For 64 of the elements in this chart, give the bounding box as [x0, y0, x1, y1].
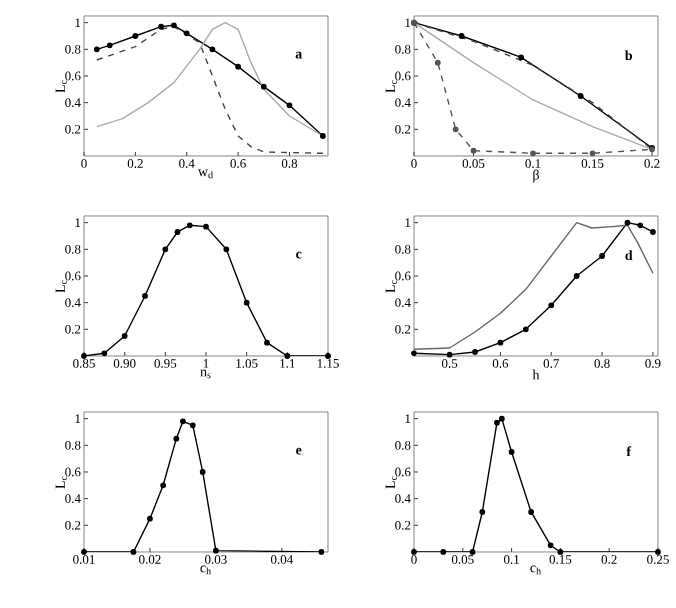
point	[160, 482, 167, 489]
point	[624, 219, 631, 226]
point	[446, 351, 453, 358]
point	[470, 147, 477, 154]
point	[411, 549, 417, 555]
point	[547, 542, 554, 549]
point	[452, 126, 459, 133]
point	[235, 63, 241, 70]
point	[243, 299, 250, 306]
point	[171, 22, 177, 29]
point	[472, 349, 478, 355]
point	[637, 222, 644, 229]
point	[284, 353, 291, 359]
point	[147, 515, 153, 522]
point	[655, 549, 661, 555]
point	[548, 302, 555, 309]
point	[81, 549, 87, 555]
point	[189, 422, 196, 429]
point	[325, 353, 331, 359]
point	[209, 46, 216, 53]
point	[106, 42, 113, 49]
point	[530, 150, 536, 157]
point	[162, 246, 169, 253]
point	[121, 333, 128, 339]
point	[411, 350, 417, 357]
point	[557, 549, 564, 555]
point	[199, 469, 206, 475]
point	[469, 549, 476, 555]
point	[81, 353, 87, 359]
point	[186, 222, 193, 229]
point	[508, 449, 515, 455]
point	[522, 326, 529, 333]
point	[318, 549, 325, 555]
point	[142, 293, 148, 299]
point	[573, 273, 580, 279]
point	[223, 246, 230, 253]
point	[599, 253, 605, 259]
point	[434, 59, 441, 66]
point	[173, 435, 180, 442]
point	[132, 33, 139, 39]
point	[264, 339, 270, 346]
point	[650, 229, 656, 235]
point	[158, 23, 164, 30]
point	[458, 33, 465, 39]
point	[203, 223, 209, 230]
point	[577, 93, 584, 99]
point	[260, 83, 267, 90]
point	[130, 549, 137, 555]
point	[440, 549, 447, 555]
point	[528, 509, 535, 515]
point	[212, 547, 219, 554]
point	[518, 54, 525, 61]
point	[494, 419, 500, 426]
point	[180, 418, 186, 425]
point	[101, 350, 108, 357]
point	[319, 133, 326, 139]
point	[183, 30, 190, 37]
point	[174, 229, 181, 235]
point	[497, 339, 504, 346]
point	[479, 509, 486, 515]
point	[93, 46, 100, 53]
point	[286, 102, 293, 109]
point	[498, 415, 505, 422]
point	[589, 150, 596, 157]
